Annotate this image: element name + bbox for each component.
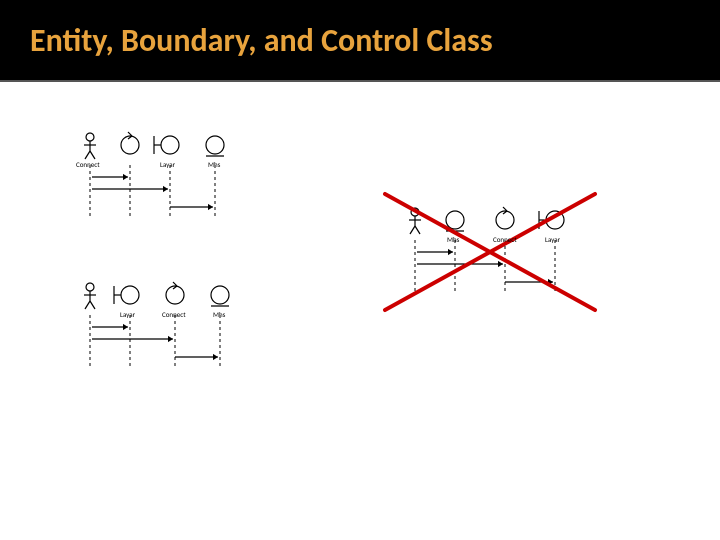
message-arrow [92, 324, 128, 330]
entity-icon [211, 286, 229, 306]
sequence-diagram: Layar Connect Mhs [70, 277, 270, 377]
boundary-icon [114, 286, 139, 304]
page-title: Entity, Boundary, and Control Class [30, 21, 493, 60]
icon-label: Mhs [447, 235, 459, 244]
boundary-icon [154, 136, 179, 154]
sequence-diagram: Connect Layar Mhs [70, 127, 270, 227]
message-arrow [175, 354, 218, 360]
message-arrow [92, 174, 128, 180]
control-icon [121, 132, 139, 154]
icon-label: Layar [545, 235, 560, 244]
entity-icon [206, 136, 224, 156]
icon-label: Connect [76, 160, 100, 169]
control-icon [166, 282, 184, 304]
message-arrow [92, 336, 173, 342]
icon-label: Layar [120, 310, 135, 319]
icon-label: Mhs [213, 310, 225, 319]
control-icon [496, 207, 514, 229]
actor-icon [84, 133, 96, 159]
icon-label: Connect [493, 235, 517, 244]
icon-label: Connect [162, 310, 186, 319]
message-arrow [417, 249, 453, 255]
message-arrow [417, 261, 503, 267]
actor-icon [84, 283, 96, 309]
icon-label: Layar [160, 160, 175, 169]
diagram-canvas: ConnectLayarMhsLayarConnectMhsMhsConnect… [0, 82, 720, 540]
title-bar: Entity, Boundary, and Control Class [0, 0, 720, 82]
message-arrow [170, 204, 213, 210]
icon-label: Mhs [208, 160, 220, 169]
sequence-diagram: Mhs Connect Layar [395, 202, 615, 322]
